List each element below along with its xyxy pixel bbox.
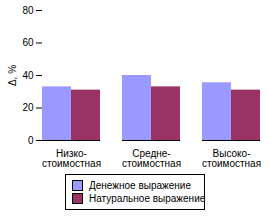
svg-text:0: 0 — [28, 135, 34, 146]
svg-text:Низко-стоимостная: Низко-стоимостная — [42, 148, 101, 169]
svg-text:40: 40 — [22, 70, 34, 81]
svg-text:20: 20 — [22, 102, 34, 113]
svg-text:Средне-стоимостная: Средне-стоимостная — [122, 148, 181, 169]
svg-text:80: 80 — [22, 5, 34, 16]
html-text:Натуральное выражение: Натуральное выражение — [89, 193, 206, 204]
svg-text:Δ, %: Δ, % — [7, 65, 18, 86]
svg-text:60: 60 — [22, 37, 34, 48]
html-text:Денежное выражение: Денежное выражение — [89, 180, 191, 191]
svg-text:Высоко-стоимостная: Высоко-стоимостная — [202, 148, 261, 169]
